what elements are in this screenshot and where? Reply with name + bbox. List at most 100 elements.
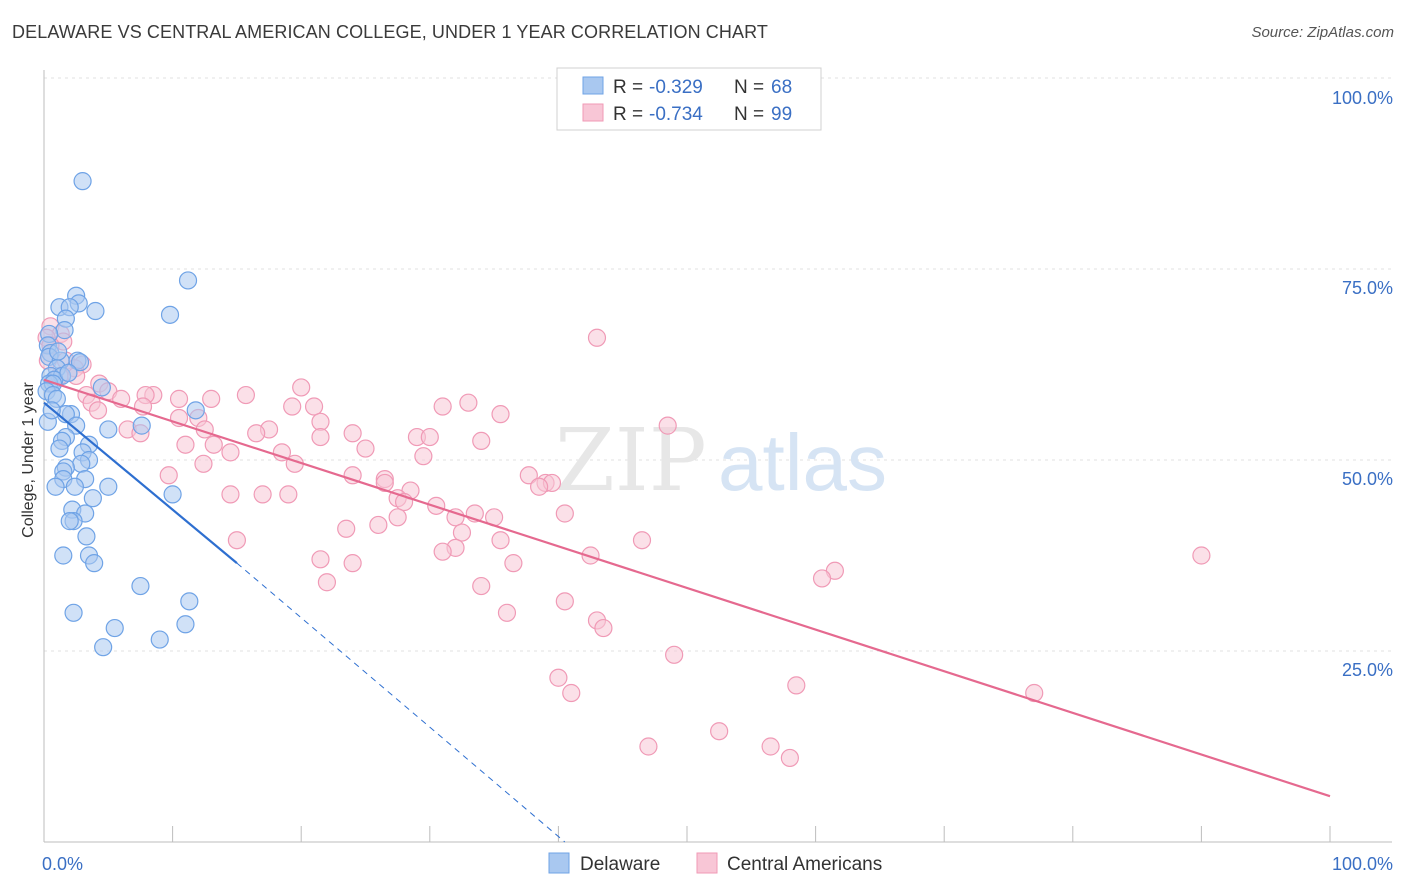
- central-americans-point: [414, 447, 433, 466]
- central-americans-point: [780, 748, 799, 768]
- central-americans-point: [369, 515, 388, 535]
- central-americans-point: [247, 424, 266, 443]
- central-americans-point: [812, 569, 832, 588]
- central-americans-point: [530, 477, 549, 496]
- central-americans-point: [519, 466, 538, 485]
- delaware-point: [46, 477, 65, 496]
- delaware-point: [72, 454, 91, 473]
- x-ticks: [43, 826, 1331, 842]
- x-tick-0: 0.0%: [42, 854, 83, 874]
- central-americans-point: [176, 435, 195, 454]
- legend-delaware-swatch: [548, 852, 570, 874]
- central-americans-point: [221, 443, 240, 462]
- y-tick-75: 75.0%: [1342, 278, 1393, 298]
- legend-n-value-2: 99: [771, 104, 792, 125]
- delaware-point: [99, 420, 118, 439]
- central-americans-point: [159, 466, 178, 485]
- delaware-point: [186, 401, 205, 420]
- delaware-point: [77, 527, 96, 546]
- central-americans-point: [497, 603, 517, 622]
- central-americans-point: [472, 431, 491, 450]
- delaware-point: [94, 638, 113, 657]
- central-americans-point: [420, 427, 439, 447]
- y-tick-100: 100.0%: [1332, 88, 1393, 108]
- delaware-point: [60, 512, 79, 531]
- legend-n-label-1: N =: [734, 77, 764, 98]
- delaware-point: [49, 342, 68, 361]
- y-axis-label: College, Under 1 year: [20, 382, 37, 538]
- watermark-zip: ZIP: [555, 411, 707, 511]
- grid: [44, 77, 1392, 652]
- central-americans-point: [292, 378, 311, 397]
- legend-r-label-1: R =: [613, 77, 643, 98]
- central-americans-point: [787, 676, 806, 695]
- delaware-point: [54, 546, 73, 565]
- delaware-point: [83, 489, 102, 508]
- delaware-point: [180, 592, 199, 611]
- central-americans-point: [169, 389, 189, 408]
- legend-r-label-2: R =: [613, 104, 643, 125]
- central-americans-point: [272, 443, 292, 462]
- central-americans-point: [204, 435, 223, 454]
- central-americans-trend-line: [43, 378, 1331, 798]
- central-americans-point: [227, 531, 246, 550]
- trend-lines: [43, 378, 1331, 843]
- delaware-point: [86, 301, 105, 321]
- central-americans-point: [491, 531, 510, 550]
- delaware-trend-line: [43, 401, 238, 564]
- delaware-point: [178, 271, 198, 290]
- delaware-point: [55, 321, 74, 340]
- central-americans-point: [283, 397, 302, 416]
- central-americans-point: [472, 576, 491, 596]
- legend-delaware-label: Delaware: [580, 854, 660, 875]
- delaware-swatch: [582, 76, 604, 95]
- central-americans-point: [1192, 546, 1211, 565]
- central-americans-point: [549, 668, 568, 687]
- central-americans-point: [194, 454, 213, 473]
- central-americans-point: [665, 645, 684, 664]
- central-americans-point: [594, 618, 613, 638]
- central-americans-point: [639, 737, 658, 756]
- central-americans-point: [587, 328, 607, 347]
- central-americans-point: [658, 416, 677, 435]
- delaware-point: [59, 363, 78, 383]
- delaware-point: [131, 576, 150, 596]
- central-americans-point: [311, 427, 330, 447]
- y-tick-25: 25.0%: [1342, 660, 1393, 680]
- central-americans-point: [202, 389, 221, 408]
- delaware-trend-extension: [236, 562, 566, 843]
- delaware-point: [176, 615, 195, 634]
- central-americans-point: [253, 485, 272, 504]
- delaware-point: [160, 305, 180, 324]
- delaware-point: [64, 603, 83, 622]
- legend-n-label-2: N =: [734, 104, 764, 125]
- central-americans-point: [337, 519, 356, 538]
- central-americans-point: [491, 405, 510, 424]
- central-americans-point: [555, 504, 574, 523]
- delaware-point: [163, 485, 182, 504]
- central-americans-point: [388, 508, 407, 527]
- legend-r-value-1: -0.329: [649, 77, 703, 98]
- delaware-point: [99, 477, 118, 496]
- central-americans-point: [221, 485, 240, 504]
- central-americans-swatch: [582, 103, 604, 122]
- central-americans-point: [88, 401, 108, 420]
- delaware-point: [85, 554, 104, 573]
- x-tick-100: 100.0%: [1332, 854, 1393, 874]
- central-americans-point: [356, 439, 375, 458]
- chart-title: DELAWARE VS CENTRAL AMERICAN COLLEGE, UN…: [12, 22, 768, 42]
- delaware-point: [65, 477, 84, 496]
- legend-central-americans-swatch: [696, 852, 718, 874]
- central-americans-point: [311, 550, 330, 569]
- central-americans-point: [710, 722, 729, 741]
- central-americans-point: [343, 466, 362, 485]
- delaware-point: [73, 172, 92, 191]
- central-americans-point: [343, 554, 362, 573]
- chart-source: Source: ZipAtlas.com: [1251, 24, 1394, 41]
- central-americans-point: [452, 523, 472, 542]
- central-americans-point: [433, 397, 452, 416]
- central-americans-point: [459, 393, 478, 412]
- central-americans-point: [375, 473, 394, 493]
- central-americans-point: [446, 508, 465, 527]
